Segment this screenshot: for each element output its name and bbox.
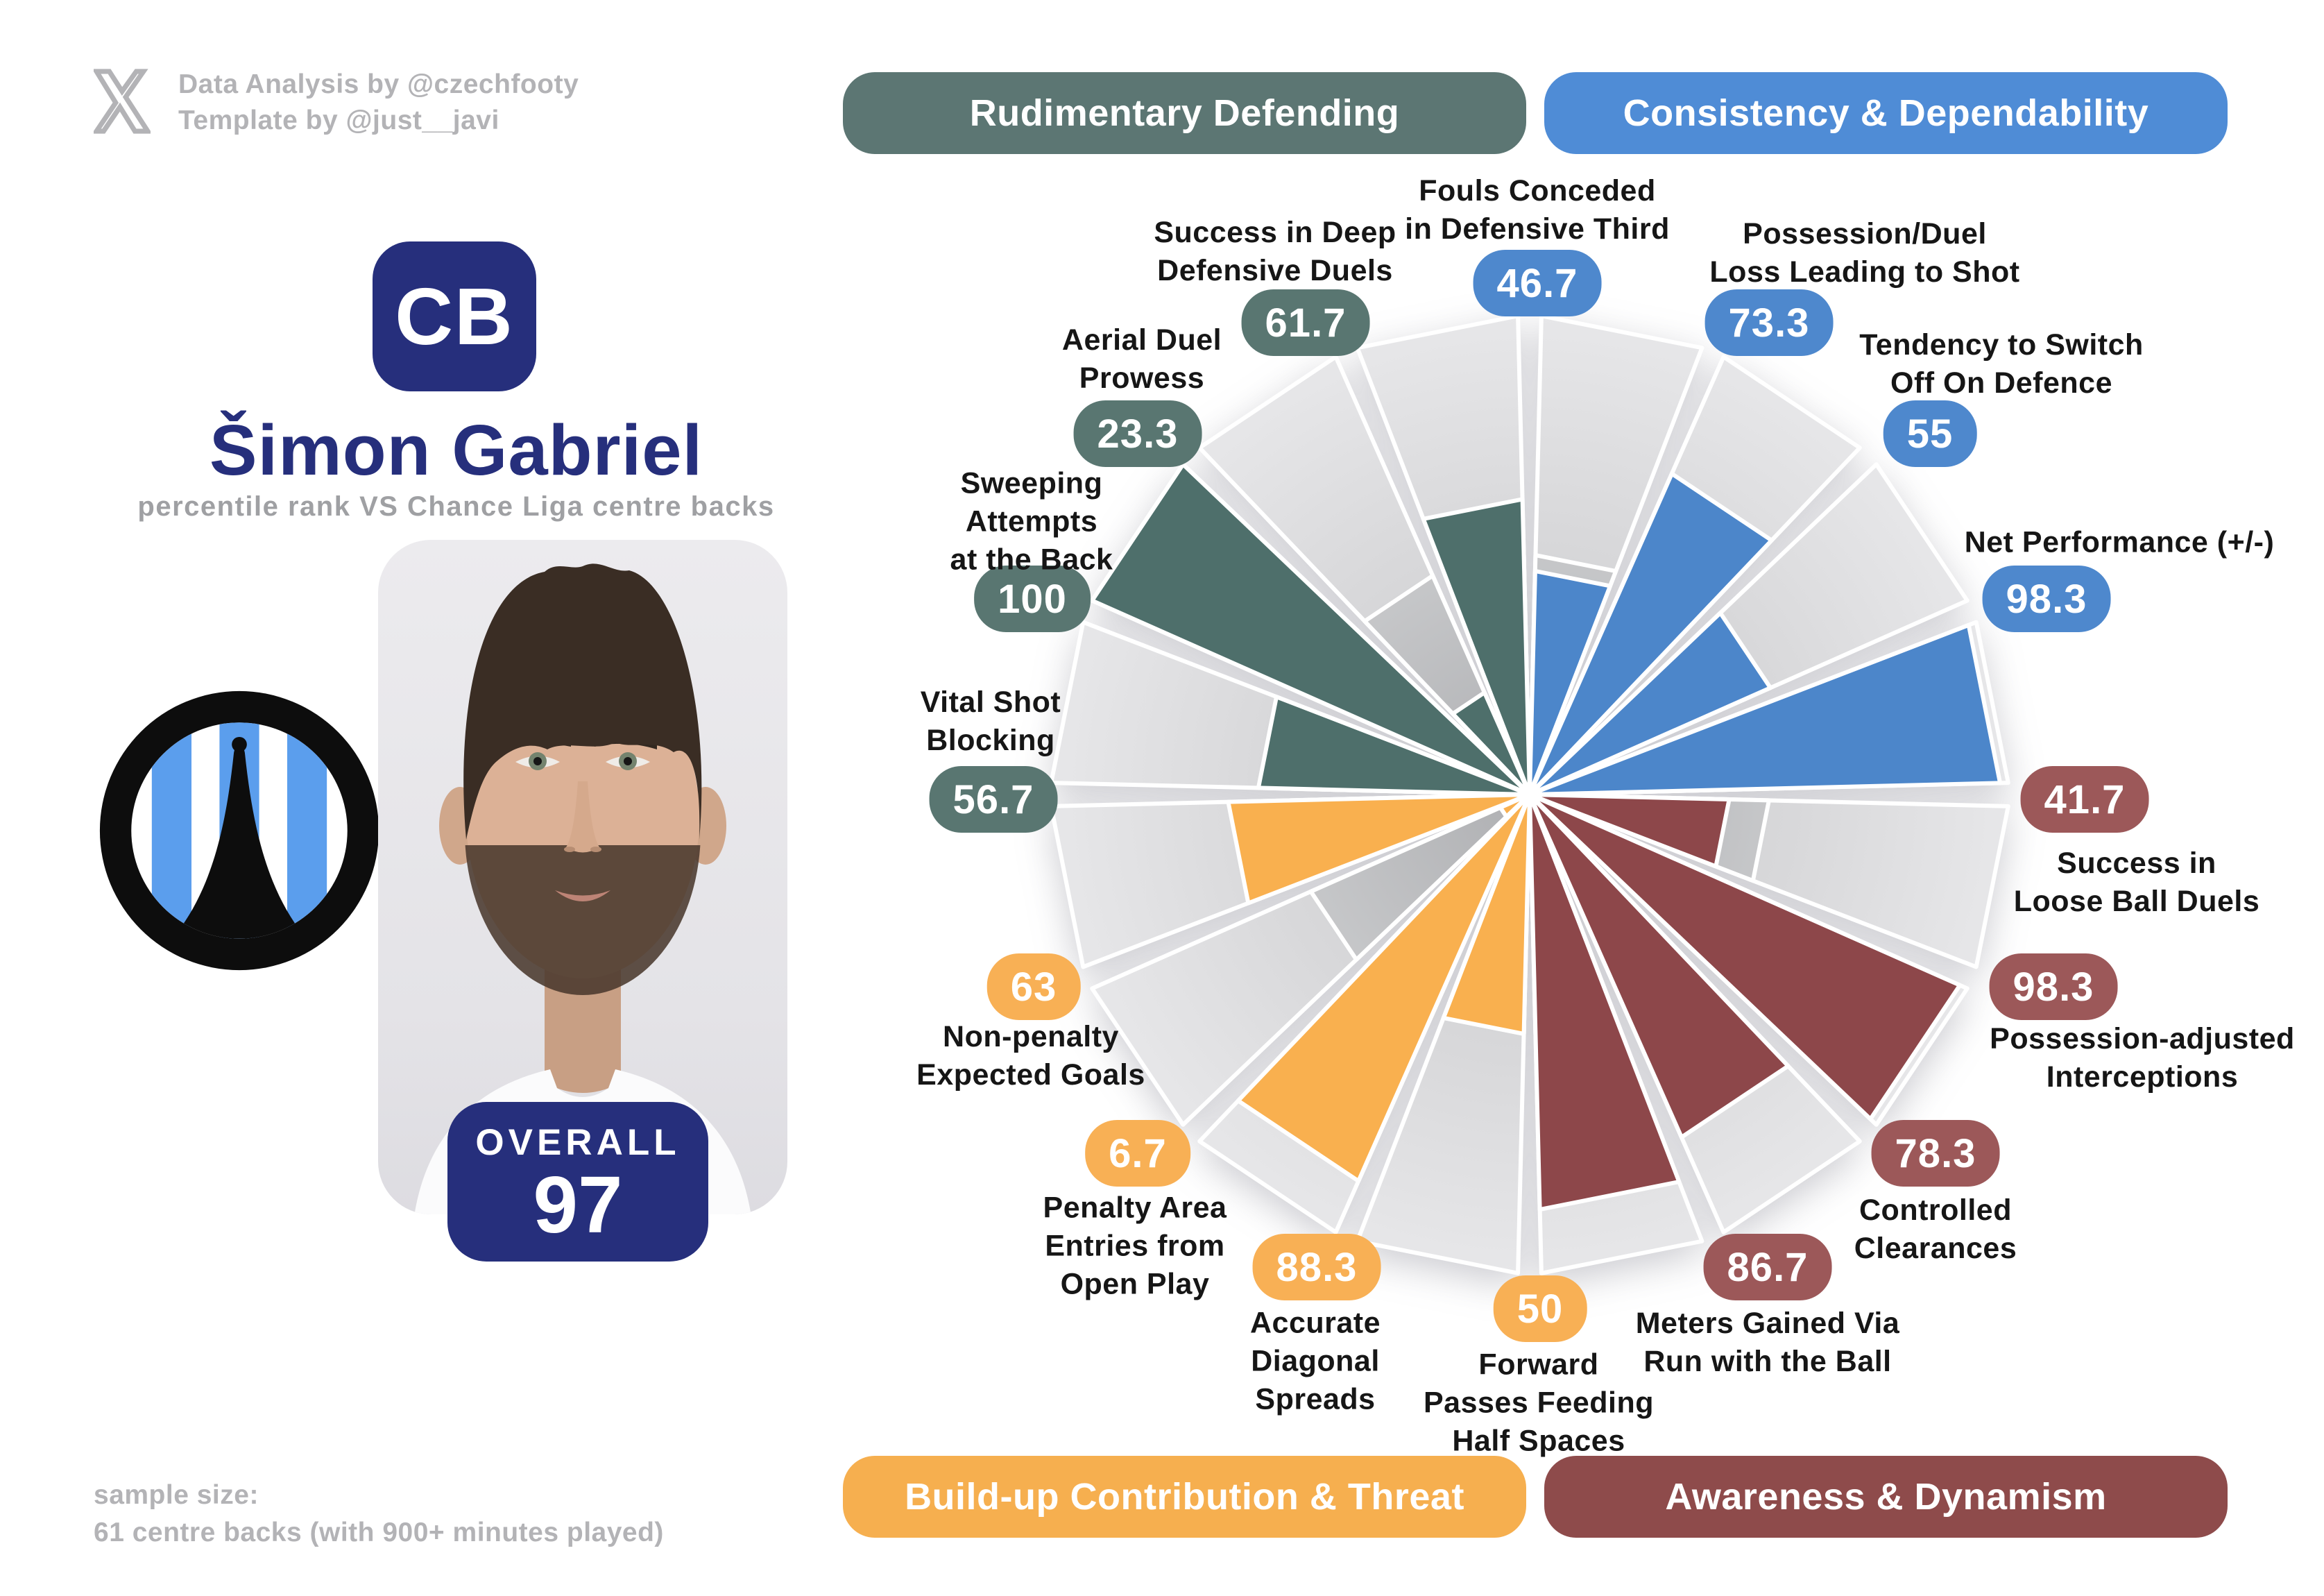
sample-size-line-2: 61 centre backs (with 900+ minutes playe…	[94, 1518, 664, 1547]
metric-label-line: Spreads	[1255, 1382, 1376, 1416]
overall-badge: OVERALL 97	[447, 1102, 708, 1262]
slice-value-net-performance	[1528, 622, 2003, 797]
player-name: Šimon Gabriel	[209, 410, 703, 490]
category-header-buildup-contribution-threat: Build-up Contribution & Threat	[843, 1456, 1526, 1538]
category-header-consistency-dependability: Consistency & Dependability	[1544, 72, 2228, 154]
chart-subtitle: percentile rank VS Chance Liga centre ba…	[137, 491, 775, 522]
player-photo-card	[378, 540, 787, 1214]
metric-label-line: Run with the Ball	[1643, 1345, 1892, 1378]
slice-value-meters-gained-via-run-with-ball	[1528, 792, 1682, 1212]
position-badge: CB	[373, 241, 536, 391]
slice-value-possession-adjusted-interceptions	[1528, 792, 1963, 1121]
slice-value-forward-passes-feeding-half-spaces	[1441, 792, 1532, 1036]
slice-value-fouls-conceded-defensive-third	[1528, 568, 1612, 797]
slice-value-vital-shot-blocking	[1256, 695, 1532, 797]
sample-size-note: sample size: 61 centre backs (with 900+ …	[94, 1477, 664, 1552]
slice-value-controlled-clearances	[1528, 792, 1791, 1139]
metric-label-line: Diagonal	[1251, 1344, 1380, 1378]
credit-line-2: Template by @just__javi	[178, 105, 499, 135]
crest-spire	[172, 742, 307, 939]
credits-block: Data Analysis by @czechfooty Template by…	[94, 67, 857, 139]
category-header-rudimentary-defending: Rudimentary Defending	[843, 72, 1526, 154]
overall-label: OVERALL	[475, 1121, 681, 1163]
overall-value: 97	[533, 1159, 623, 1250]
slice-value-accurate-diagonal-spreads	[1236, 792, 1532, 1183]
metric-label-line: Fouls Conceded	[1419, 174, 1656, 207]
slice-value-aerial-duel-prowess	[1451, 690, 1532, 797]
metric-label-line: Passes Feeding	[1423, 1386, 1655, 1420]
metric-label-line: Half Spaces	[1452, 1424, 1625, 1458]
credit-line-1: Data Analysis by @czechfooty	[178, 69, 579, 99]
club-crest-icon	[99, 690, 379, 971]
metric-label-fouls-conceded-defensive-third: Fouls Conceded in Defensive Third	[1405, 172, 1670, 248]
slice-value-sweeping-attempts-at-the-back	[1090, 462, 1532, 797]
slice-value-success-in-loose-ball-duels	[1528, 792, 1732, 869]
sample-size-line-1: sample size:	[94, 1480, 259, 1510]
slice-value-non-penalty-expected-goals	[1226, 792, 1532, 906]
x-social-icon	[94, 69, 151, 134]
slice-avg-penalty-area-entries-open-play	[1308, 792, 1532, 962]
category-header-awareness-dynamism: Awareness & Dynamism	[1544, 1456, 2228, 1538]
crest-stripes	[151, 722, 327, 939]
metric-label-forward-passes-feeding-half-spaces: Forward Passes Feeding Half Spaces	[1424, 1346, 1654, 1461]
slice-value-success-in-deep-defensive-duels	[1421, 497, 1532, 797]
slice-value-tendency-to-switch-off-on-defence	[1528, 611, 1772, 797]
metric-label-line: Forward	[1478, 1348, 1599, 1382]
slice-value-possession-duel-loss-leading-to-shot	[1528, 471, 1774, 797]
pizza-chart	[1049, 314, 2010, 1275]
